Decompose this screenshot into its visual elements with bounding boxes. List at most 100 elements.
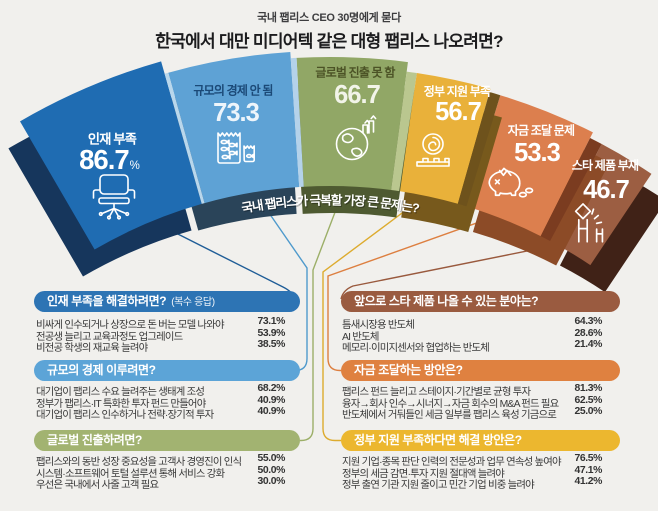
section-header-star-products: 앞으로 스타 제품 나올 수 있는 분야는? (341, 291, 620, 312)
section-title: 글로벌 진출하려면? (47, 433, 142, 447)
fan-segment-label: 인재 부족 (88, 131, 137, 147)
answer-row: 메모리·이미지센서와 협업하는 반도체 21.4% (342, 339, 603, 355)
fan-segment[interactable] (294, 56, 415, 218)
answer-text: 시스템·소프트웨어 토털 설루션 통해 서비스 강화 (36, 468, 225, 480)
hand-coin-icon (416, 133, 450, 167)
answer-row: 전공생 늘리고 교육과정도 업그레이드 53.9% (36, 327, 286, 343)
answer-percent: 41.2% (574, 476, 603, 488)
answer-row: 정부 출연 기관 지원 줄이고 민간 기업 비중 늘려야 41.2% (342, 476, 603, 492)
answer-row: 비전공 학생의 재교육 늘려야 38.5% (36, 339, 286, 355)
answer-row: 정부가 팹리스·IT 특화한 투자 펀드 만들어야 40.9% (36, 394, 286, 410)
answer-row: 팹리스 펀드 늘리고 스테이지·기간별로 균형 투자 81.3% (342, 383, 603, 398)
fan-segment-label: 정부 지원 부족 (424, 84, 491, 99)
fan-segment-value: 53.3 (514, 139, 560, 167)
answer-percent: 81.3% (574, 383, 603, 394)
section-header-global: 글로벌 진출하려면? (34, 430, 300, 451)
fan-gap-sides (164, 57, 602, 241)
fan-segment-value: 56.7 (435, 98, 481, 126)
piggy-bank-icon (488, 167, 534, 198)
answer-percent: 50.0% (257, 464, 286, 476)
answer-text: AI 반도체 (342, 331, 379, 343)
fan-segment-value: 73.3 (213, 99, 259, 127)
answer-text: 대기업이 팹리스 인수하거나 전략·장기적 투자 (36, 410, 214, 422)
section-title: 자금 조달하는 방안은? (354, 363, 463, 377)
answer-percent: 28.6% (574, 327, 603, 339)
answer-row: 대기업이 팹리스 인수하거나 전략·장기적 투자 40.9% (36, 406, 286, 422)
answer-percent: 73.1% (257, 316, 286, 327)
answer-text: 대기업이 팹리스 수요 늘려주는 생태계 조성 (36, 387, 205, 398)
answer-percent: 40.9% (257, 406, 286, 418)
section-title: 정부 지원 부족하다면 해결 방안은? (354, 433, 522, 447)
answer-row: 우선은 국내에서 사줄 고객 필요 30.0% (36, 476, 286, 492)
answer-percent: 38.5% (257, 339, 286, 351)
answer-percent: 53.9% (257, 327, 286, 339)
answer-text: 융자→회사 인수→시너지→자금 회수의 M&A 펀드 필요 (342, 398, 559, 410)
fan-segment[interactable] (550, 144, 658, 293)
answer-text: 지원 기업·종목 판단 인력의 전문성과 업무 연속성 높여야 (342, 457, 562, 468)
office-chair-icon (92, 174, 136, 220)
section-title: 앞으로 스타 제품 나올 수 있는 분야는? (354, 294, 539, 308)
answer-row: 반도체에서 거둬들인 세금 일부를 팹리스 육성 기금으로 25.0% (342, 406, 603, 422)
answer-text: 전공생 늘리고 교육과정도 업그레이드 (36, 331, 183, 343)
fan-segment[interactable] (399, 73, 502, 233)
answer-text: 팹리스와의 동반 성장 중요성을 고객사 경영진이 인식 (36, 457, 242, 468)
answer-row: 정부의 세금 감면·투자 지원 절대액 늘려야 47.1% (342, 464, 603, 480)
answer-percent: 47.1% (574, 464, 603, 476)
answer-row: 시스템·소프트웨어 토털 설루션 통해 서비스 강화 50.0% (36, 464, 286, 480)
fan-segment-label: 규모의 경제 안 됨 (193, 83, 272, 98)
fan-segment-content: 규모의 경제 안 됨73.3 (193, 83, 273, 164)
fan-segment-label: 자금 조달 문제 (508, 123, 575, 138)
fan-segment-value: 46.7 (583, 176, 629, 204)
answer-row: 대기업이 팹리스 수요 늘려주는 생태계 조성 68.2% (36, 383, 286, 398)
fan-segment-content: 글로벌 진출 못 함66.7 (315, 65, 396, 161)
kicker-text: 국내 팹리스 CEO 30명에게 묻다 (257, 12, 401, 24)
answer-text: 팹리스 펀드 늘리고 스테이지·기간별로 균형 투자 (342, 387, 531, 398)
answer-percent: 40.9% (257, 394, 286, 406)
fan-segment-label: 글로벌 진출 못 함 (315, 65, 395, 80)
answer-percent: 62.5% (574, 394, 603, 406)
answer-percent: 76.5% (574, 453, 603, 464)
answer-row: 팹리스와의 동반 성장 중요성을 고객사 경영진이 인식 55.0% (36, 453, 286, 468)
answer-percent: 25.0% (574, 406, 603, 418)
answer-text: 정부의 세금 감면·투자 지원 절대액 늘려야 (342, 468, 505, 480)
section-header-scale: 규모의 경제 이루려면? (34, 360, 300, 381)
fan-segment-face (399, 73, 491, 204)
answer-row: 틈새시장용 반도체 64.3% (342, 316, 603, 331)
section-header-funding: 자금 조달하는 방안은? (341, 360, 620, 381)
section-title-suffix: (복수 응답) (171, 297, 215, 308)
section-header-talent: 인재 부족을 해결하려면? (복수 응답) (34, 291, 300, 312)
answer-row: 융자→회사 인수→시너지→자금 회수의 M&A 펀드 필요 62.5% (342, 394, 603, 410)
answer-row: 비싸게 인수되거나 상장으로 돈 버는 모델 나와야 73.1% (36, 316, 286, 331)
answer-text: 틈새시장용 반도체 (342, 320, 415, 331)
answer-text: 비싸게 인수되거나 상장으로 돈 버는 모델 나와야 (36, 320, 225, 331)
answer-percent: 68.2% (257, 383, 286, 394)
answer-text: 정부 출연 기관 지원 줄이고 민간 기업 비중 늘려야 (342, 480, 535, 492)
globe-icon (335, 115, 377, 161)
answer-row: 지원 기업·종목 판단 인력의 전문성과 업무 연속성 높여야 76.5% (342, 453, 603, 468)
answer-text: 우선은 국내에서 사줄 고객 필요 (36, 480, 159, 492)
answer-text: 정부가 팹리스·IT 특화한 투자 펀드 만들어야 (36, 398, 206, 410)
answer-text: 메모리·이미지센서와 협업하는 반도체 (342, 343, 490, 355)
answer-percent: 21.4% (574, 339, 603, 351)
fan-segment-face (550, 144, 652, 266)
answer-text: 비전공 학생의 재교육 늘려야 (36, 343, 148, 355)
section-title: 인재 부족을 해결하려면? (47, 294, 167, 308)
fan-segment-value: 66.7 (334, 81, 380, 109)
answer-percent: 64.3% (574, 316, 603, 327)
answer-text: 반도체에서 거둬들인 세금 일부를 팹리스 육성 기금으로 (342, 410, 557, 422)
answer-percent: 30.0% (257, 476, 286, 488)
section-header-gov-support: 정부 지원 부족하다면 해결 방안은? (341, 430, 620, 451)
page-title: 한국에서 대만 미디어텍 같은 대형 팹리스 나오려면? (155, 32, 503, 51)
fish-tank-icon (217, 132, 255, 164)
fan-segment-face (296, 56, 408, 191)
fan-segment-label: 스타 제품 부재 (572, 158, 639, 173)
fan-segment-content: 스타 제품 부재 46.7 (572, 158, 640, 243)
star-figure-icon (574, 203, 604, 243)
answer-percent: 55.0% (257, 453, 286, 464)
fan-segment-face (20, 61, 202, 250)
